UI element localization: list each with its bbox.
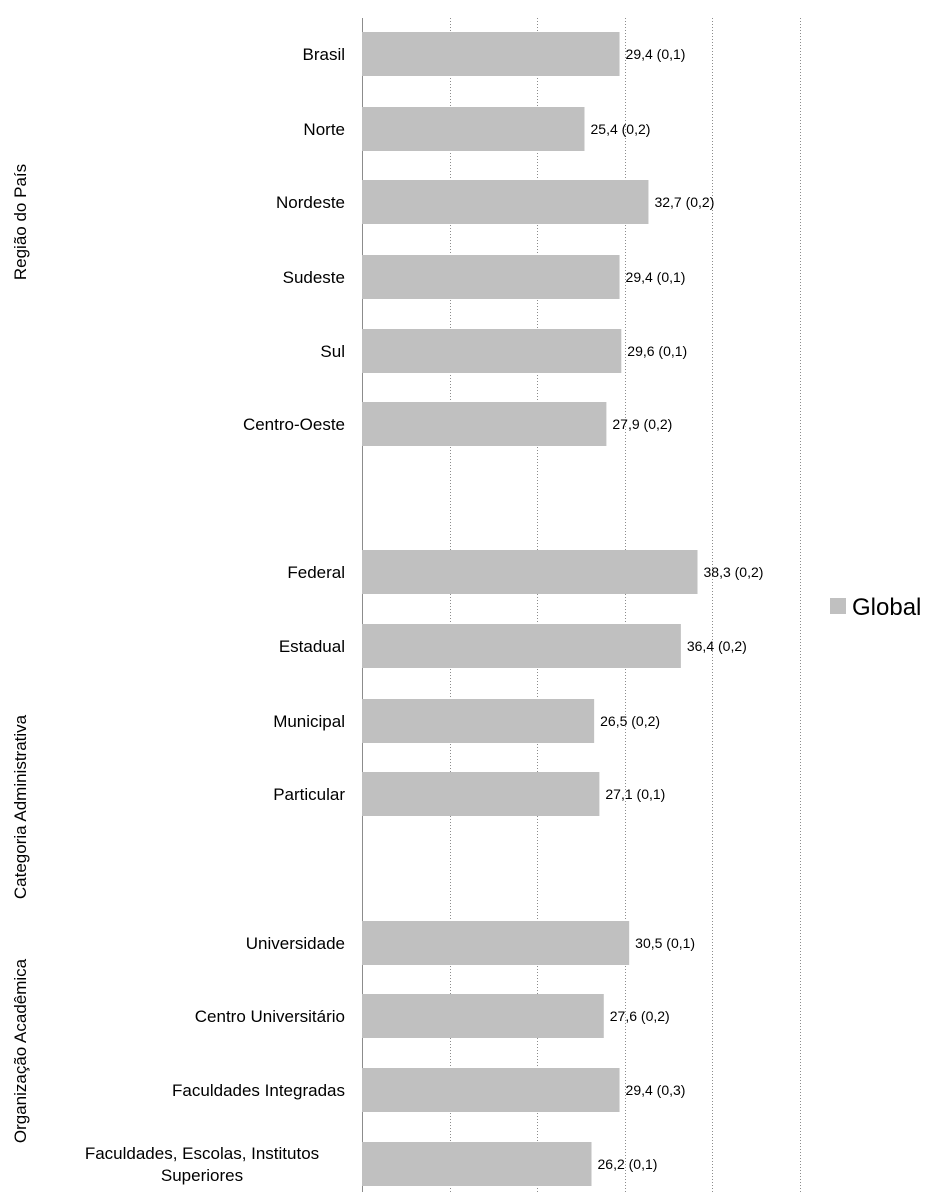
value-labels: 29,4 (0,1) 25,4 (0,2) 32,7 (0,2) 29,4 (0,1)… bbox=[591, 46, 764, 1172]
category-label: Universidade bbox=[246, 934, 345, 953]
category-label: Municipal bbox=[273, 712, 345, 731]
group-label: Organização Acadêmica bbox=[11, 958, 30, 1143]
data-label: 26,2 (0,1) bbox=[598, 1156, 658, 1172]
category-label: Particular bbox=[273, 785, 345, 804]
bar-particular bbox=[362, 772, 600, 816]
category-label: Faculdades Integradas bbox=[172, 1081, 345, 1100]
category-label: Estadual bbox=[279, 637, 345, 656]
category-label: Faculdades, Escolas, Institutos Superiore… bbox=[85, 1144, 319, 1185]
category-label: Sul bbox=[320, 342, 345, 361]
bar-estadual bbox=[362, 624, 681, 668]
data-label: 29,4 (0,1) bbox=[626, 46, 686, 62]
bar-federal bbox=[362, 550, 698, 594]
category-label: Sudeste bbox=[283, 268, 345, 287]
data-label: 32,7 (0,2) bbox=[654, 194, 714, 210]
bar-centro-oeste bbox=[362, 402, 607, 446]
category-labels: Brasil Norte Nordeste Sudeste Sul Centro-Oest… bbox=[85, 45, 346, 1185]
bar-municipal bbox=[362, 699, 595, 743]
category-label: Norte bbox=[303, 120, 345, 139]
group-labels: Região do País Categoria Administrativa Or… bbox=[11, 164, 30, 1143]
bar-norte bbox=[362, 107, 585, 151]
legend-swatch bbox=[830, 598, 846, 614]
legend: Global bbox=[830, 594, 921, 621]
category-label: Centro Universitário bbox=[195, 1007, 345, 1026]
data-label: 36,4 (0,2) bbox=[687, 638, 747, 654]
category-label: Centro-Oeste bbox=[243, 415, 345, 434]
data-label: 26,5 (0,2) bbox=[600, 713, 660, 729]
data-label: 29,4 (0,3) bbox=[626, 1082, 686, 1098]
category-label: Brasil bbox=[302, 45, 345, 64]
legend-label: Global bbox=[852, 594, 921, 621]
category-label: Nordeste bbox=[276, 193, 345, 212]
data-label: 25,4 (0,2) bbox=[591, 121, 651, 137]
data-label: 38,3 (0,2) bbox=[704, 564, 764, 580]
data-label: 29,4 (0,1) bbox=[626, 269, 686, 285]
group-label: Categoria Administrativa bbox=[11, 714, 30, 899]
group-label: Região do País bbox=[11, 164, 30, 280]
data-label: 29,6 (0,1) bbox=[627, 343, 687, 359]
bar-faculdades-integradas bbox=[362, 1068, 620, 1112]
category-label: Federal bbox=[287, 563, 345, 582]
bar-sudeste bbox=[362, 255, 620, 299]
bar-universidade bbox=[362, 921, 630, 965]
data-label: 27,6 (0,2) bbox=[610, 1008, 670, 1024]
data-label: 30,5 (0,1) bbox=[635, 935, 695, 951]
bar-centro-universit-rio bbox=[362, 994, 604, 1038]
bar-sul bbox=[362, 329, 622, 373]
bar-faculdades-escolas-institutos-superiores bbox=[362, 1142, 592, 1186]
bar-nordeste bbox=[362, 180, 649, 224]
bar-brasil bbox=[362, 32, 620, 76]
data-label: 27,1 (0,1) bbox=[605, 786, 665, 802]
data-label: 27,9 (0,2) bbox=[612, 416, 672, 432]
bars bbox=[362, 32, 698, 1186]
